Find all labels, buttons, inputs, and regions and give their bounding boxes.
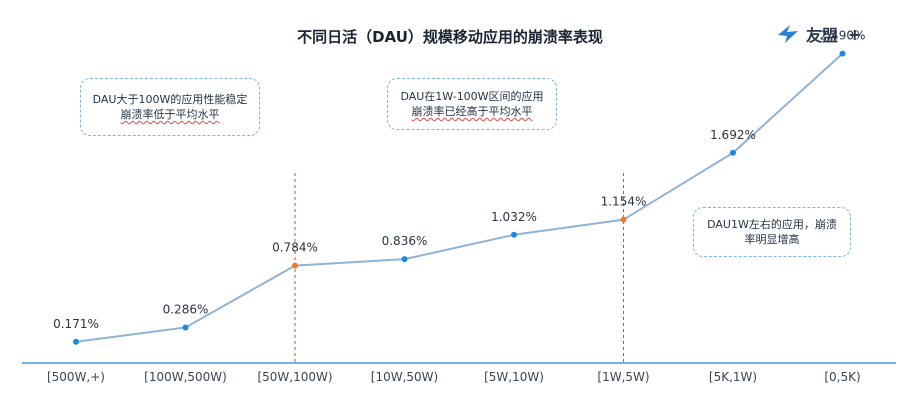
- x-tick-label: [0,5K): [824, 370, 860, 384]
- data-point: [839, 50, 846, 57]
- x-tick-label: [5W,10W): [484, 370, 544, 384]
- annotation-text-line2: 率明显增高: [744, 233, 800, 246]
- data-point: [73, 338, 79, 345]
- umeng-logo: 友盟 +: [776, 22, 861, 46]
- annotation-text-line1: DAU大于100W的应用性能稳定: [92, 93, 248, 106]
- data-label: 0.836%: [382, 234, 428, 248]
- annotation-text-line1: DAU1W左右的应用，崩溃: [707, 218, 837, 231]
- data-label: 1.154%: [601, 195, 647, 209]
- umeng-bird-icon: [778, 25, 798, 43]
- x-tick-label: [10W,50W): [371, 370, 438, 384]
- logo-text: 友盟: [806, 26, 839, 45]
- annotation-box-small-apps: DAU1W左右的应用，崩溃 率明显增高: [693, 207, 851, 257]
- x-tick-label: [5K,1W): [709, 370, 757, 384]
- data-label: 2.490%: [820, 29, 866, 43]
- data-label: 0.784%: [272, 241, 318, 255]
- data-point: [511, 231, 517, 238]
- highlighted-data-point: [292, 262, 298, 269]
- data-label: 1.032%: [491, 210, 537, 224]
- x-tick-label: [500W,+): [47, 370, 105, 384]
- annotation-box-mid-apps: DAU在1W-100W区间的应用 崩溃率已经高于平均水平: [387, 78, 557, 130]
- x-tick-label: [100W,500W): [144, 370, 227, 384]
- data-label: 1.692%: [710, 128, 756, 142]
- logo-plus: +: [848, 24, 862, 44]
- series-line: [75, 52, 844, 343]
- chart-title: 不同日活（DAU）规模移动应用的崩溃率表现: [297, 28, 603, 46]
- annotation-text-line2: 崩溃率已经高于平均水平: [411, 105, 533, 118]
- data-point: [401, 256, 408, 263]
- annotation-text-line1: DAU在1W-100W区间的应用: [400, 90, 544, 103]
- data-label: 0.286%: [163, 302, 209, 316]
- x-tick-label: [50W,100W): [257, 370, 332, 384]
- annotation-text-line2: 崩溃率低于平均水平: [120, 108, 220, 121]
- data-label: 0.171%: [53, 317, 99, 331]
- highlighted-data-point: [620, 216, 627, 223]
- annotation-box-large-apps: DAU大于100W的应用性能稳定 崩溃率低于平均水平: [80, 78, 260, 136]
- data-point: [182, 324, 189, 331]
- x-tick-label: [1W,5W): [597, 370, 649, 384]
- data-point: [730, 149, 736, 156]
